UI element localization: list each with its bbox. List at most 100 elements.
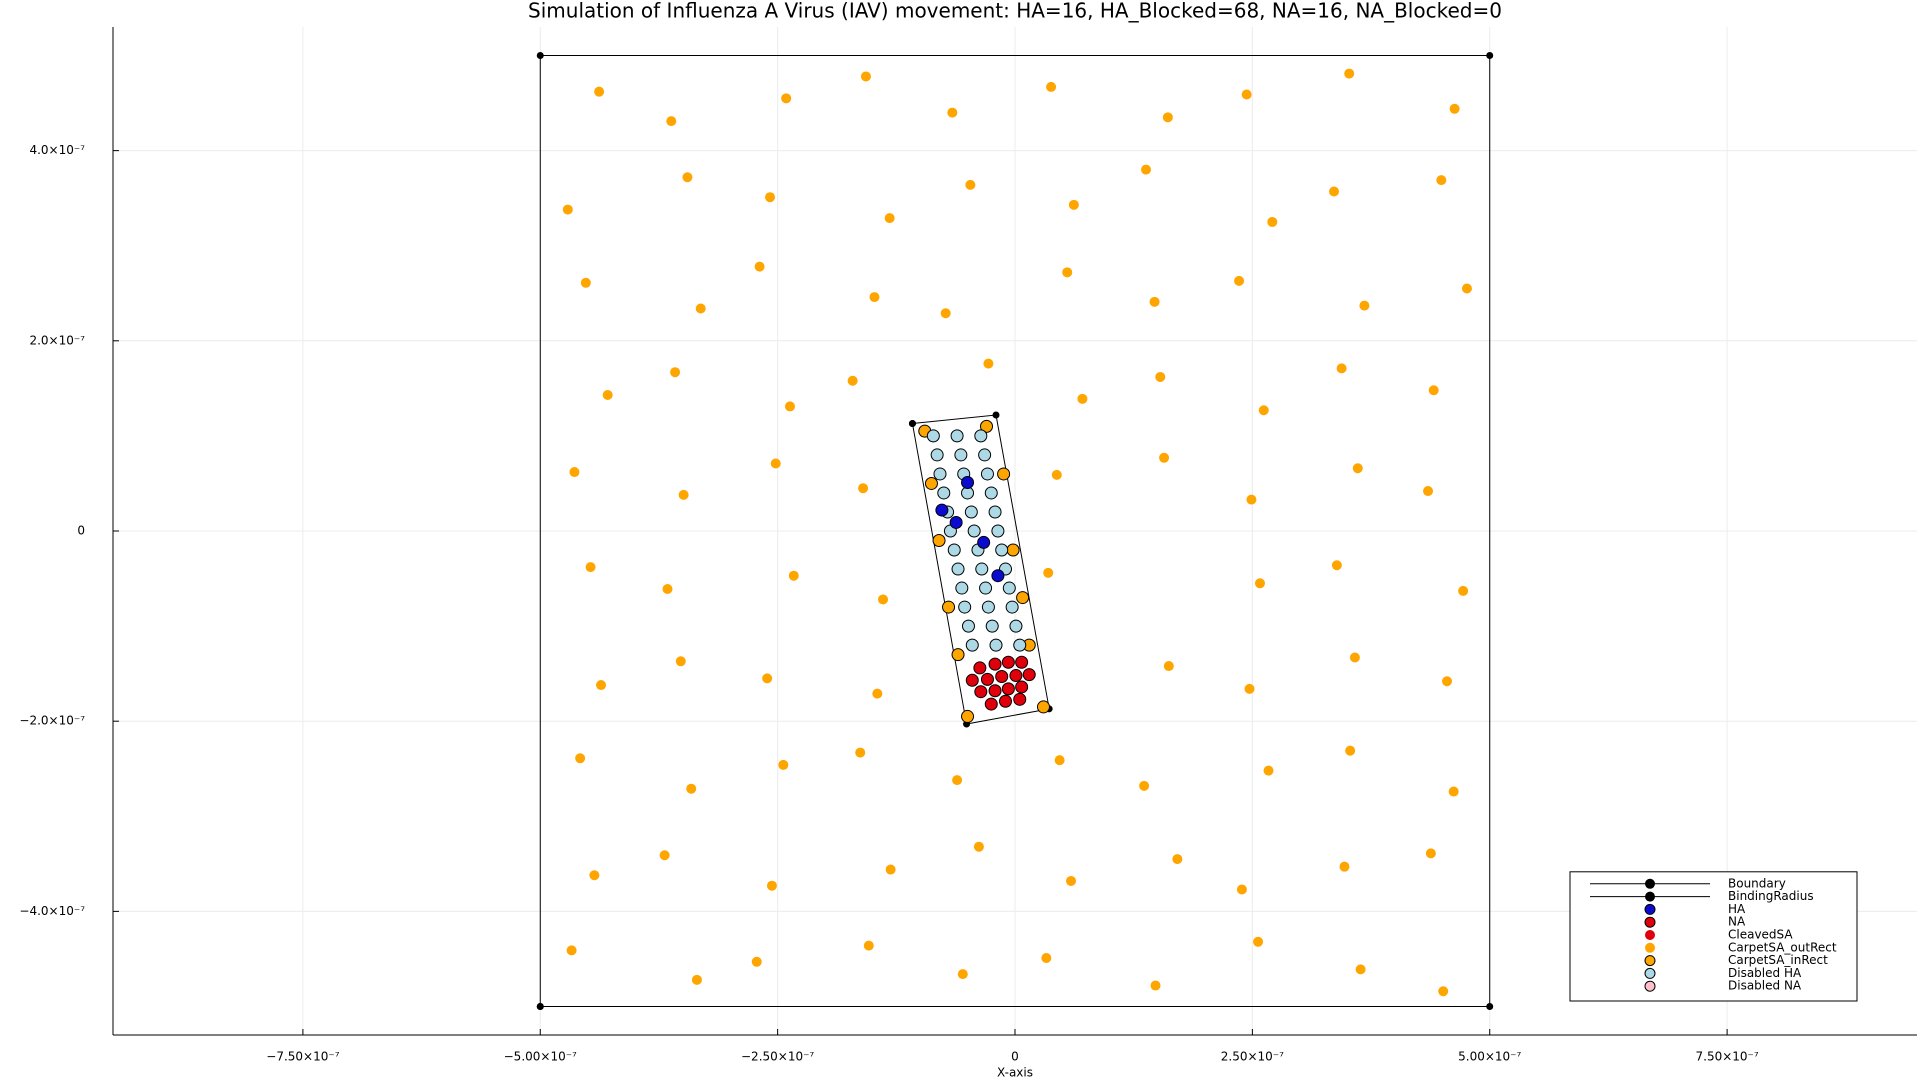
point (1449, 103, 1460, 114)
y-tick-label: 4.0×10⁻⁷ (29, 143, 85, 157)
point (1172, 854, 1183, 865)
point (1241, 89, 1252, 100)
x-tick-label: 5.00×10⁻⁷ (1458, 1050, 1521, 1064)
point (1352, 463, 1363, 474)
point (1253, 936, 1264, 947)
point (1458, 585, 1469, 596)
point (863, 940, 874, 951)
point (659, 850, 670, 861)
point (1013, 692, 1027, 706)
point (1163, 661, 1174, 672)
point (788, 570, 799, 581)
point (878, 594, 889, 605)
point (1263, 765, 1274, 776)
point (1331, 560, 1342, 571)
point (937, 486, 951, 500)
point (1267, 216, 1278, 227)
point (1162, 112, 1173, 123)
point (682, 172, 693, 183)
y-tick-label: 0 (77, 524, 85, 538)
vertex-marker (992, 411, 1000, 419)
point (947, 543, 961, 557)
point (988, 684, 1002, 698)
point (1442, 676, 1453, 687)
legend-label: HA (1728, 902, 1746, 916)
point (978, 448, 992, 462)
point (950, 429, 964, 443)
vertex-marker (536, 1002, 544, 1010)
point (784, 401, 795, 412)
legend-label: CleavedSA (1728, 928, 1793, 942)
point (1438, 986, 1449, 997)
point (965, 638, 979, 652)
point (985, 619, 999, 633)
point (926, 429, 940, 443)
point (1159, 452, 1170, 463)
legend-marker (1644, 955, 1656, 967)
point (1448, 786, 1459, 797)
point (930, 448, 944, 462)
point (662, 584, 673, 595)
point (949, 515, 963, 529)
legend-label: NA (1728, 915, 1746, 929)
point (979, 581, 993, 595)
legend-label: Disabled HA (1728, 966, 1802, 980)
point (981, 600, 995, 614)
point (1036, 700, 1050, 714)
point (965, 179, 976, 190)
point (932, 534, 946, 548)
point (1006, 543, 1020, 557)
point (1141, 164, 1152, 175)
point (1062, 267, 1073, 278)
legend-marker (1644, 903, 1656, 915)
point (1009, 669, 1023, 683)
point (1002, 581, 1016, 595)
point (885, 864, 896, 875)
point (762, 673, 773, 684)
point (855, 747, 866, 758)
point (585, 562, 596, 573)
point (1015, 655, 1029, 669)
point (1339, 861, 1350, 872)
point (961, 476, 975, 490)
point (1054, 755, 1065, 766)
point (670, 367, 681, 378)
point (951, 562, 965, 576)
legend-label: Disabled NA (1728, 979, 1802, 993)
point (766, 880, 777, 891)
point (924, 476, 938, 490)
point (980, 419, 994, 433)
point (1425, 848, 1436, 859)
point (1046, 81, 1057, 92)
point (686, 783, 697, 794)
point (957, 969, 968, 980)
point (1022, 668, 1036, 682)
x-tick-label: 2.50×10⁻⁷ (1221, 1050, 1284, 1064)
point (594, 86, 605, 97)
legend-label: BindingRadius (1728, 889, 1814, 903)
point (974, 429, 988, 443)
y-tick-label: −4.0×10⁻⁷ (19, 904, 85, 918)
point (770, 458, 781, 469)
point (1436, 175, 1447, 186)
point (991, 569, 1005, 583)
legend-box (1569, 871, 1858, 1002)
vertex-marker (1486, 52, 1494, 60)
point (967, 524, 981, 538)
point (984, 486, 998, 500)
point (872, 688, 883, 699)
point (884, 213, 895, 224)
point (666, 116, 677, 127)
point (995, 543, 1009, 557)
x-axis-label: X-axis (997, 1066, 1033, 1080)
point (964, 505, 978, 519)
point (1043, 567, 1054, 578)
point (1236, 884, 1247, 895)
point (977, 535, 991, 549)
point (858, 483, 869, 494)
point (596, 680, 607, 691)
point (1336, 363, 1347, 374)
point (589, 870, 600, 881)
legend-marker (1644, 916, 1656, 928)
